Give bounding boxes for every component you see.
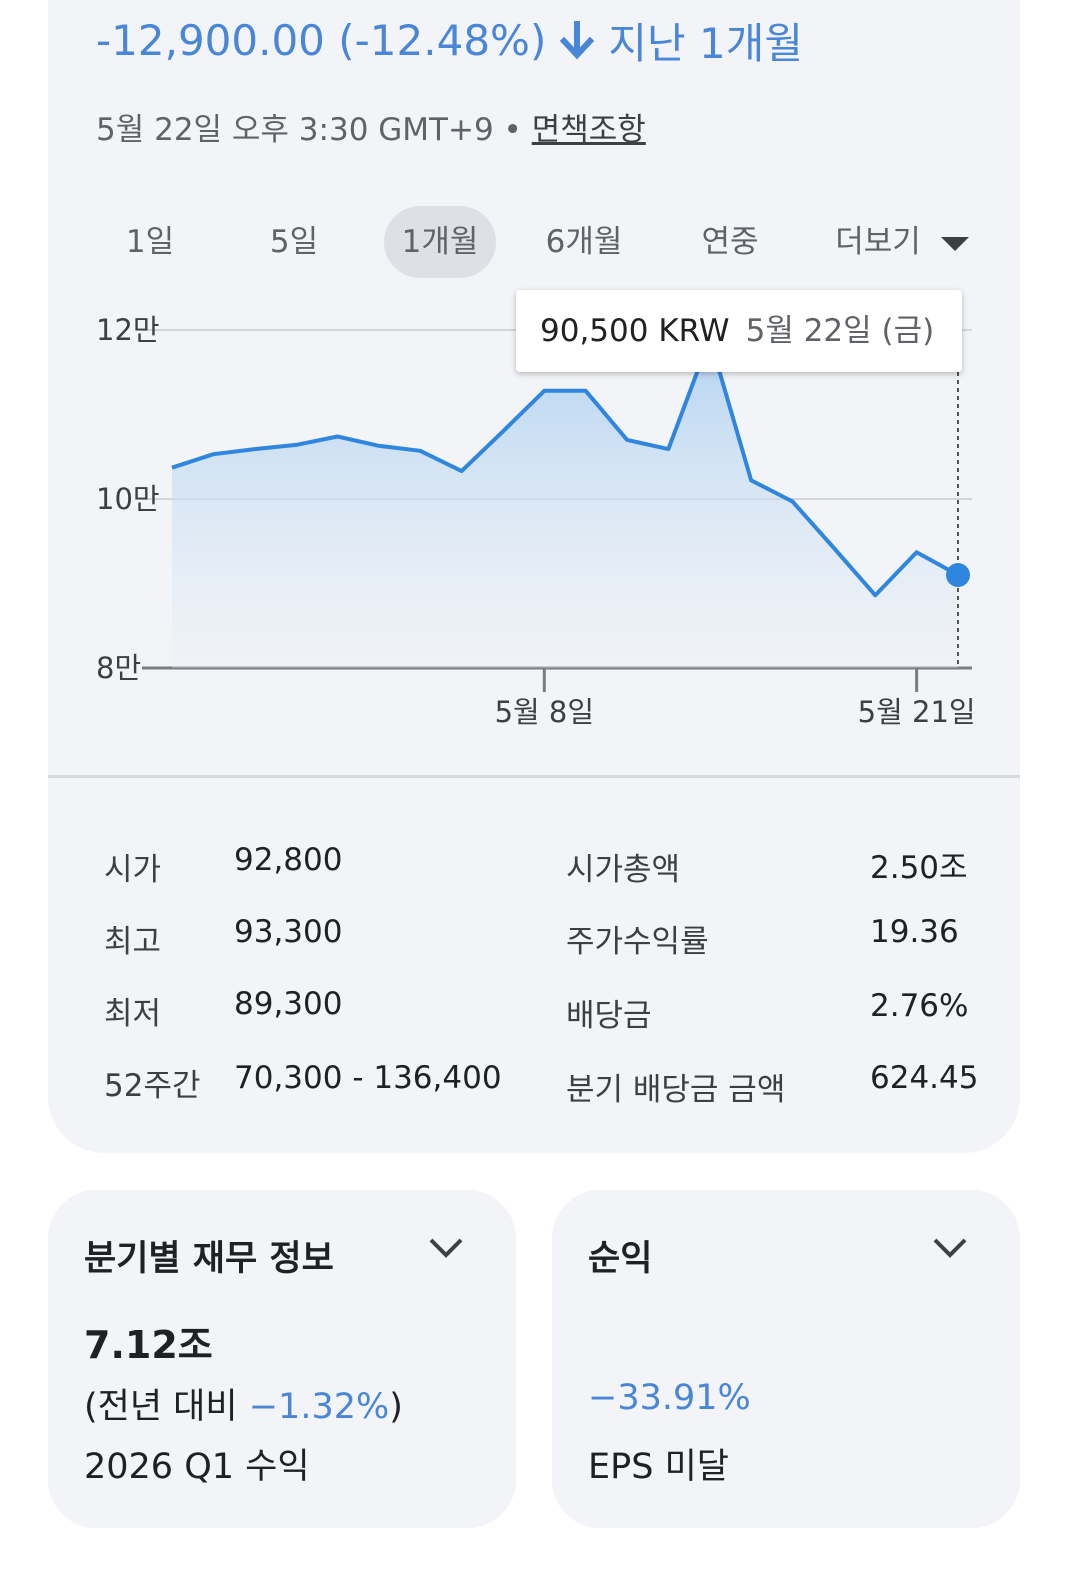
y-tick-label: 12만 [96, 313, 160, 347]
caret-down-icon [940, 236, 969, 251]
price-line [171, 336, 959, 598]
stat-52w-value: 70,300 - 136,400 [234, 1060, 502, 1096]
y-tick-label: 8만 [96, 651, 141, 685]
stat-high-label: 최고 [104, 924, 162, 960]
tab-5d[interactable]: 5일 [269, 224, 319, 260]
stat-mktcap-value: 2.50조 [870, 850, 968, 886]
tooltip-date: 5월 22일 (금) [745, 313, 935, 349]
stat-dividend-value: 2.76% [870, 988, 969, 1024]
price-tooltip: 90,500 KRW 5월 22일 (금) [516, 290, 962, 372]
x-tick-label: 5월 8일 [495, 695, 594, 729]
stat-low-value: 89,300 [234, 986, 343, 1022]
period-label: 지난 1개월 [608, 19, 803, 68]
financials-yoy: (전년 대비 −1.32%) [84, 1378, 403, 1429]
change-value: -12,900.00 (-12.48%) [96, 16, 547, 65]
divider [48, 775, 1020, 778]
tab-more[interactable]: 더보기 [818, 206, 986, 278]
hover-point [946, 563, 970, 588]
earnings-title: 순익 [588, 1239, 653, 1279]
range-tabs: 1일 5일 1개월 6개월 연중 더보기 [96, 206, 986, 278]
tab-1d[interactable]: 1일 [125, 224, 175, 260]
chevron-down-icon[interactable] [428, 1236, 464, 1260]
stat-52w-label: 52주간 [104, 1068, 201, 1104]
timestamp-text: 5월 22일 오후 3:30 GMT+9 • [96, 112, 522, 148]
x-tick-label: 5월 21일 [858, 695, 976, 729]
arrow-down-icon [560, 20, 595, 59]
earnings-caption: EPS 미달 [588, 1447, 729, 1487]
price-chart[interactable]: 12만 10만 8만 5월 8일 5월 21일 [0, 280, 1080, 740]
disclaimer-link[interactable]: 면책조항 [531, 112, 646, 148]
stat-high-value: 93,300 [234, 914, 343, 950]
stat-qdiv-value: 624.45 [870, 1060, 979, 1096]
price-change: -12,900.00 (-12.48%) 지난 1개월 [96, 10, 803, 71]
tab-ytd[interactable]: 연중 [701, 224, 759, 260]
earnings-change: −33.91% [588, 1378, 751, 1418]
stat-open-value: 92,800 [234, 842, 343, 878]
stat-dividend-label: 배당금 [566, 998, 652, 1034]
yoy-change: −1.32% [248, 1387, 390, 1427]
tooltip-price: 90,500 KRW [540, 313, 730, 349]
tab-6m[interactable]: 6개월 [545, 224, 623, 260]
price-area [172, 338, 958, 668]
earnings-card[interactable]: 순익 −33.91% EPS 미달 [552, 1190, 1020, 1528]
stat-open-label: 시가 [104, 852, 162, 888]
stat-pe-label: 주가수익률 [566, 924, 709, 960]
tab-1m[interactable]: 1개월 [384, 206, 496, 278]
financials-value: 7.12조 [84, 1323, 213, 1367]
tab-more-label: 더보기 [835, 224, 921, 260]
stat-low-label: 최저 [104, 996, 162, 1032]
yoy-suffix: ) [389, 1387, 403, 1427]
stat-pe-value: 19.36 [870, 914, 959, 950]
timestamp: 5월 22일 오후 3:30 GMT+9 • 면책조항 [96, 104, 646, 149]
stat-mktcap-label: 시가총액 [566, 852, 681, 888]
yoy-prefix: (전년 대비 [84, 1387, 249, 1427]
financials-caption: 2026 Q1 수익 [84, 1447, 310, 1487]
chevron-down-icon[interactable] [932, 1236, 968, 1260]
stat-qdiv-label: 분기 배당금 금액 [566, 1072, 786, 1108]
financials-title: 분기별 재무 정보 [84, 1239, 334, 1279]
financials-card[interactable]: 분기별 재무 정보 7.12조 (전년 대비 −1.32%) 2026 Q1 수… [48, 1190, 516, 1528]
y-tick-label: 10만 [96, 482, 160, 516]
